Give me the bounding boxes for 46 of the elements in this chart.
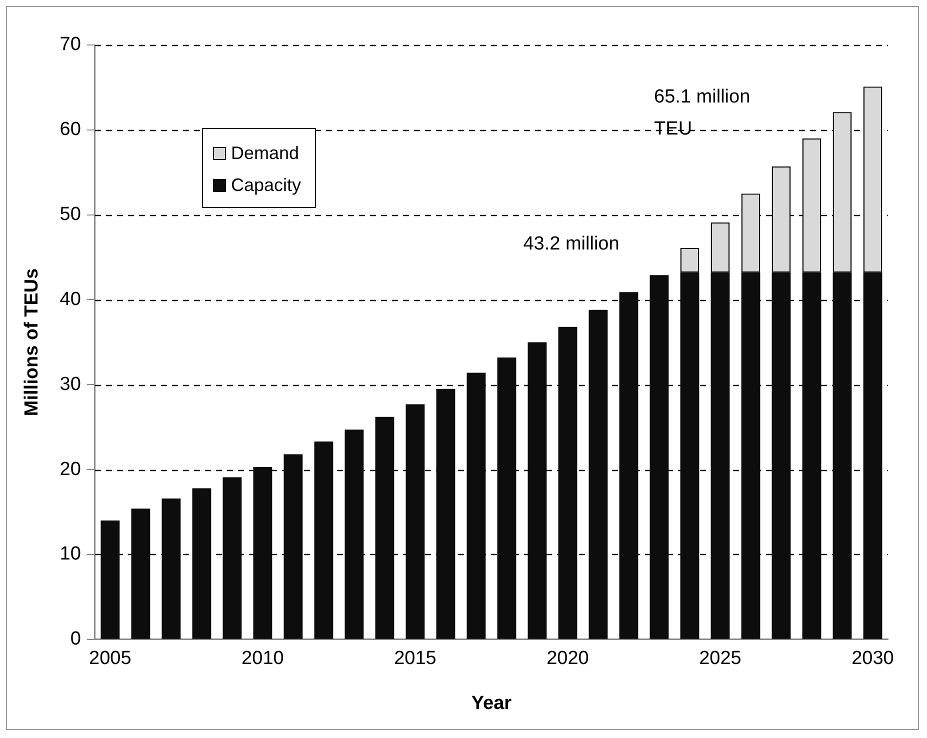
bar — [558, 326, 578, 639]
bar — [466, 372, 486, 639]
annotation: 65.1 million TEU — [654, 86, 750, 140]
y-tick-label: 60 — [60, 119, 81, 140]
y-tick-label: 40 — [60, 288, 81, 310]
y-tick-label: 10 — [60, 544, 81, 565]
bar — [436, 388, 456, 639]
bar — [131, 508, 150, 639]
y-tick-label: 70 — [60, 34, 81, 56]
bar — [741, 272, 760, 639]
bar — [100, 520, 120, 639]
bar — [222, 477, 242, 639]
x-tick-label: 2005 — [89, 648, 132, 670]
bar — [710, 272, 730, 639]
bar — [802, 272, 822, 639]
y-tick-label: 20 — [60, 458, 81, 480]
y-tick-label: 30 — [60, 374, 81, 395]
bar — [863, 272, 882, 639]
bar — [528, 342, 547, 639]
y-tick-label: 0 — [70, 628, 81, 650]
bar — [619, 292, 638, 639]
bar — [588, 310, 608, 639]
x-tick-label: 2030 — [852, 648, 894, 670]
bar — [680, 272, 700, 639]
bar — [406, 404, 425, 639]
bar — [772, 272, 791, 639]
legend-label: Demand — [230, 142, 300, 164]
bar — [832, 272, 852, 639]
x-tick-label: 2015 — [394, 648, 436, 670]
bar — [192, 488, 212, 639]
bar — [497, 357, 516, 639]
bar — [344, 430, 364, 639]
x-tick-label: 2025 — [699, 648, 742, 670]
y-axis-title: Millions of TEUs — [22, 268, 43, 416]
bar — [650, 275, 669, 639]
x-axis-title: Year — [471, 692, 512, 714]
bar — [375, 416, 394, 639]
bar — [162, 498, 181, 639]
legend-label: Capacity — [230, 174, 302, 196]
x-tick-label: 2020 — [546, 648, 589, 670]
bar — [284, 454, 303, 639]
bar — [253, 467, 272, 639]
x-tick-label: 2010 — [242, 648, 284, 670]
y-tick-label: 50 — [60, 204, 81, 226]
annotation: 43.2 million — [523, 233, 620, 254]
bar — [314, 442, 334, 639]
